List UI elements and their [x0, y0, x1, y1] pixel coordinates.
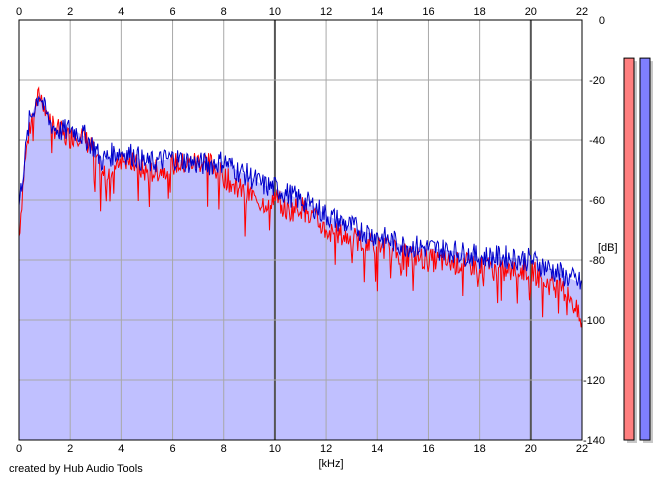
y-tick-label: -20 [589, 75, 605, 87]
plot-frame [18, 19, 583, 441]
x-tick-label-bottom: 6 [169, 443, 175, 455]
series-lines [18, 86, 583, 328]
level-meters [623, 57, 653, 443]
x-tick-label-bottom: 4 [118, 443, 124, 455]
y-tick-label: -60 [589, 195, 605, 207]
x-tick-label-bottom: 14 [371, 443, 383, 455]
x-tick-label-top: 18 [474, 6, 486, 18]
x-tick-label-top: 10 [269, 6, 281, 18]
y-tick-label: -40 [589, 135, 605, 147]
x-tick-label-bottom: 12 [320, 443, 332, 455]
y-tick-label: -80 [589, 255, 605, 267]
tick-labels: 002244668810101212141416161818202022220-… [16, 6, 605, 455]
x-tick-label-top: 4 [118, 6, 124, 18]
level-meter-1 [623, 57, 635, 441]
credit-text: created by Hub Audio Tools [9, 463, 143, 475]
x-tick-label-top: 0 [16, 6, 22, 18]
series-line-1 [18, 86, 583, 328]
x-tick-label-bottom: 18 [474, 443, 486, 455]
x-tick-label-top: 12 [320, 6, 332, 18]
series-line-2 [18, 95, 583, 290]
x-tick-label-top: 22 [576, 6, 588, 18]
x-tick-label-bottom: 16 [422, 443, 434, 455]
x-tick-label-top: 6 [169, 6, 175, 18]
x-tick-label-bottom: 2 [67, 443, 73, 455]
y-tick-label: -100 [583, 315, 605, 327]
x-tick-label-bottom: 8 [221, 443, 227, 455]
y-tick-label: 0 [599, 15, 605, 27]
x-tick-label-bottom: 20 [525, 443, 537, 455]
spectrum-area [19, 92, 582, 440]
y-tick-label: -140 [583, 435, 605, 447]
level-meter-2 [639, 57, 651, 441]
y-axis-label: [dB] [598, 242, 618, 254]
x-tick-label-bottom: 0 [16, 443, 22, 455]
x-tick-label-bottom: 10 [269, 443, 281, 455]
x-tick-label-top: 20 [525, 6, 537, 18]
x-tick-label-top: 2 [67, 6, 73, 18]
x-tick-label-bottom: 22 [576, 443, 588, 455]
x-axis-label: [kHz] [318, 458, 343, 470]
y-tick-label: -120 [583, 375, 605, 387]
x-tick-label-top: 16 [422, 6, 434, 18]
x-tick-label-top: 14 [371, 6, 383, 18]
x-tick-label-top: 8 [221, 6, 227, 18]
spectrum-fill [19, 92, 582, 440]
